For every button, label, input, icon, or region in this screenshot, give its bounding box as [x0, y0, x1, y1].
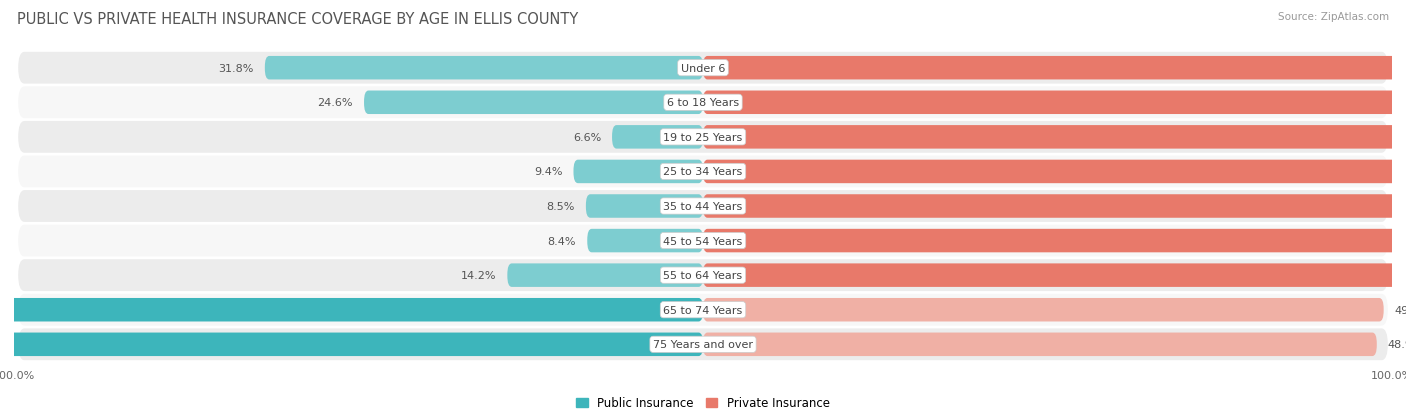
FancyBboxPatch shape	[574, 160, 703, 184]
FancyBboxPatch shape	[264, 57, 703, 80]
FancyBboxPatch shape	[0, 298, 703, 322]
FancyBboxPatch shape	[18, 53, 1388, 84]
FancyBboxPatch shape	[703, 298, 1384, 322]
FancyBboxPatch shape	[0, 333, 703, 356]
FancyBboxPatch shape	[18, 260, 1388, 291]
FancyBboxPatch shape	[364, 91, 703, 115]
FancyBboxPatch shape	[703, 229, 1406, 253]
FancyBboxPatch shape	[703, 91, 1406, 115]
FancyBboxPatch shape	[703, 264, 1406, 287]
Text: 9.4%: 9.4%	[534, 167, 562, 177]
FancyBboxPatch shape	[703, 195, 1406, 218]
Text: Under 6: Under 6	[681, 64, 725, 74]
FancyBboxPatch shape	[703, 57, 1406, 80]
FancyBboxPatch shape	[703, 333, 1376, 356]
FancyBboxPatch shape	[703, 126, 1406, 149]
Text: 55 to 64 Years: 55 to 64 Years	[664, 271, 742, 280]
FancyBboxPatch shape	[18, 294, 1388, 326]
Text: 65 to 74 Years: 65 to 74 Years	[664, 305, 742, 315]
Text: 25 to 34 Years: 25 to 34 Years	[664, 167, 742, 177]
Text: 24.6%: 24.6%	[318, 98, 353, 108]
FancyBboxPatch shape	[18, 225, 1388, 257]
Text: Source: ZipAtlas.com: Source: ZipAtlas.com	[1278, 12, 1389, 22]
Text: 8.4%: 8.4%	[548, 236, 576, 246]
FancyBboxPatch shape	[18, 191, 1388, 222]
FancyBboxPatch shape	[586, 195, 703, 218]
FancyBboxPatch shape	[612, 126, 703, 149]
Text: 6.6%: 6.6%	[572, 133, 600, 142]
FancyBboxPatch shape	[18, 329, 1388, 360]
Text: 35 to 44 Years: 35 to 44 Years	[664, 202, 742, 211]
FancyBboxPatch shape	[588, 229, 703, 253]
Text: PUBLIC VS PRIVATE HEALTH INSURANCE COVERAGE BY AGE IN ELLIS COUNTY: PUBLIC VS PRIVATE HEALTH INSURANCE COVER…	[17, 12, 578, 27]
Text: 49.4%: 49.4%	[1395, 305, 1406, 315]
Text: 6 to 18 Years: 6 to 18 Years	[666, 98, 740, 108]
FancyBboxPatch shape	[18, 156, 1388, 188]
FancyBboxPatch shape	[18, 122, 1388, 153]
Text: 75 Years and over: 75 Years and over	[652, 339, 754, 349]
FancyBboxPatch shape	[508, 264, 703, 287]
Text: 31.8%: 31.8%	[218, 64, 254, 74]
Text: 8.5%: 8.5%	[547, 202, 575, 211]
Text: 14.2%: 14.2%	[461, 271, 496, 280]
Text: 45 to 54 Years: 45 to 54 Years	[664, 236, 742, 246]
FancyBboxPatch shape	[18, 87, 1388, 119]
Legend: Public Insurance, Private Insurance: Public Insurance, Private Insurance	[571, 392, 835, 413]
FancyBboxPatch shape	[703, 160, 1406, 184]
Text: 48.9%: 48.9%	[1388, 339, 1406, 349]
Text: 19 to 25 Years: 19 to 25 Years	[664, 133, 742, 142]
